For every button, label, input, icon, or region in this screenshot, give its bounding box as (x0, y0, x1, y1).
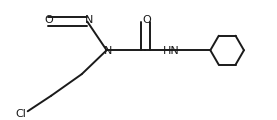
Text: HN: HN (163, 46, 180, 56)
Text: O: O (44, 15, 53, 25)
Text: O: O (142, 15, 151, 25)
Text: N: N (104, 46, 112, 56)
Text: Cl: Cl (15, 109, 26, 119)
Text: N: N (84, 15, 93, 25)
